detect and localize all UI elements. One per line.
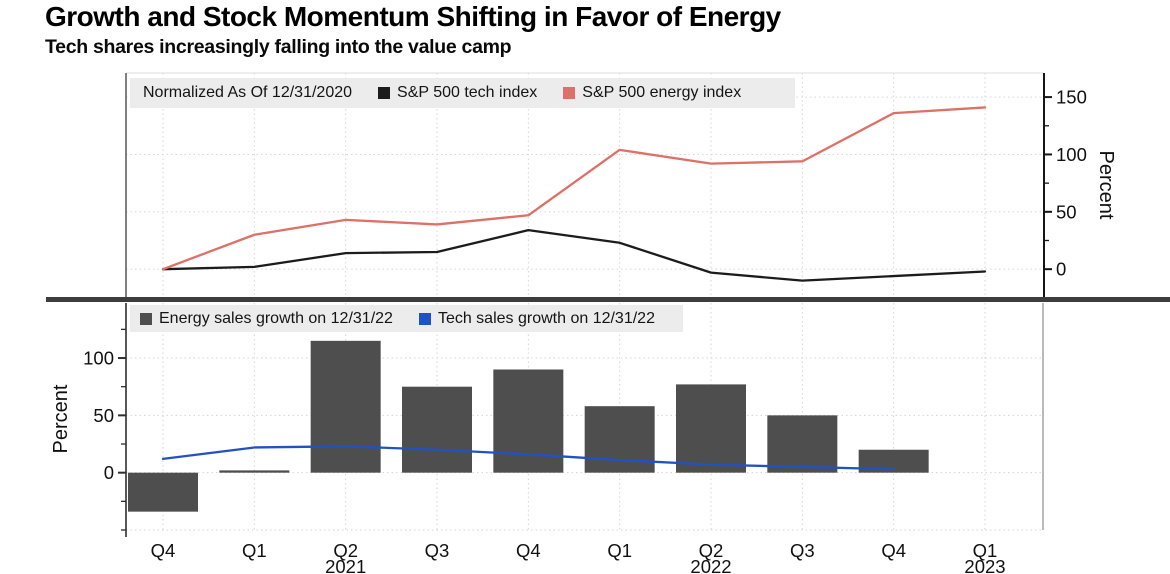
y-tick-label: 100 <box>1056 144 1087 165</box>
energy-sales-label: Energy sales growth on 12/31/22 <box>159 309 393 327</box>
energy-sales-bar <box>219 470 290 473</box>
x-year-label: 2022 <box>690 556 731 574</box>
energy-sales-bar <box>676 384 746 473</box>
normalization-note: Normalized As Of 12/31/2020 <box>143 84 353 101</box>
bottom-y-axis-title: Percent <box>50 384 72 454</box>
top-y-axis-title: Percent <box>1095 150 1117 220</box>
tech-index-label: S&P 500 tech index <box>397 84 538 101</box>
energy-sales-bar <box>310 340 381 473</box>
y-tick-label: 0 <box>1056 259 1066 280</box>
x-year-label: 2021 <box>325 556 366 574</box>
y-tick-label: 50 <box>93 405 114 426</box>
x-quarter-label: Q4 <box>151 540 176 561</box>
y-tick-label: 150 <box>1056 87 1087 108</box>
energy-index-swatch-icon <box>563 87 576 99</box>
x-quarter-label: Q3 <box>425 540 450 561</box>
y-tick-label: 100 <box>83 348 114 369</box>
x-year-label: 2023 <box>964 556 1005 574</box>
x-quarter-label: Q1 <box>607 540 632 561</box>
tech-index-line <box>161 229 987 282</box>
energy-sales-bar <box>767 415 838 473</box>
x-quarter-label: Q1 <box>242 540 267 561</box>
x-quarter-label: Q1 <box>973 540 998 561</box>
legend-item-tech-index: S&P 500 tech index <box>378 84 537 102</box>
tech-index-swatch-icon <box>378 87 391 99</box>
x-quarter-label: Q4 <box>881 540 906 561</box>
energy-sales-bar <box>402 386 472 473</box>
energy-sales-bar <box>128 472 198 512</box>
page-subtitle: Tech shares increasingly falling into th… <box>45 36 512 58</box>
y-tick-label: 50 <box>1056 201 1077 222</box>
legend-item-energy-index: S&P 500 energy index <box>563 84 741 102</box>
tech-sales-label: Tech sales growth on 12/31/22 <box>437 309 655 327</box>
energy-sales-bar <box>584 406 655 473</box>
panel-divider <box>46 297 1170 302</box>
page-title: Growth and Stock Momentum Shifting in Fa… <box>45 1 781 32</box>
energy-sales-swatch-icon <box>140 312 152 325</box>
x-quarter-label: Q2 <box>699 540 724 561</box>
x-quarter-label: Q3 <box>790 540 815 561</box>
energy-sales-bar <box>858 449 929 473</box>
x-quarter-label: Q4 <box>516 540 541 561</box>
x-quarter-label: Q2 <box>333 540 358 561</box>
energy-index-line <box>161 106 987 271</box>
energy-index-label: S&P 500 energy index <box>582 84 742 101</box>
bottom-chart-legend: Energy sales growth on 12/31/22 Tech sal… <box>130 305 683 332</box>
energy-sales-bar <box>493 369 564 473</box>
legend-item-energy-sales: Energy sales growth on 12/31/22 <box>140 310 393 328</box>
top-chart-legend: Normalized As Of 12/31/2020 S&P 500 tech… <box>130 78 795 108</box>
tech-sales-swatch-icon <box>418 312 431 325</box>
y-tick-label: 0 <box>104 462 114 483</box>
legend-item-tech-sales: Tech sales growth on 12/31/22 <box>418 309 655 328</box>
tech-sales-line <box>161 445 895 471</box>
